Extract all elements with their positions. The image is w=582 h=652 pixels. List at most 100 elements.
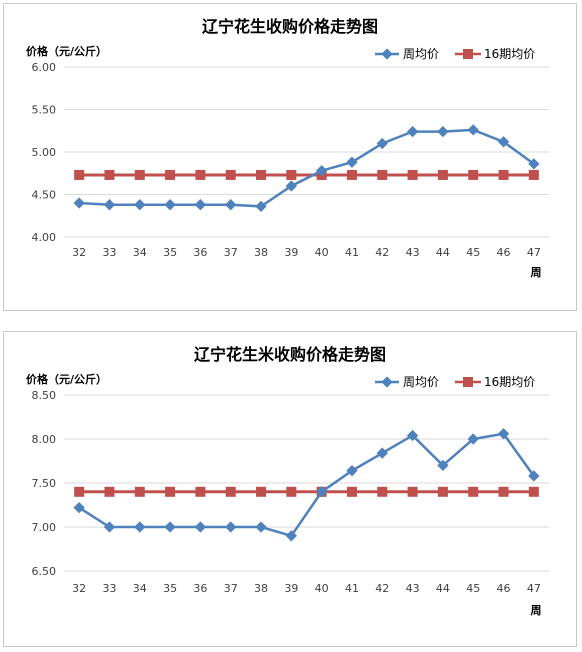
x-tick-label: 33 — [102, 582, 116, 595]
legend-avg16-marker — [463, 49, 473, 59]
data-point-weekly — [194, 521, 207, 533]
x-tick-label: 37 — [224, 582, 238, 595]
data-point-weekly — [346, 465, 358, 477]
chart-title: 辽宁花生收购价格走势图 — [202, 17, 378, 36]
data-point-avg16 — [286, 169, 297, 180]
data-point-weekly — [134, 199, 146, 211]
data-point-avg16 — [165, 169, 176, 180]
y-tick-label: 6.50 — [32, 565, 57, 578]
series-line-weekly — [79, 128, 535, 208]
y-axis-label: 价格（元/公斤） — [26, 372, 107, 386]
x-tick-label: 40 — [315, 582, 329, 595]
x-axis-unit-label: 周 — [531, 604, 542, 617]
legend-avg16-marker — [463, 377, 473, 387]
x-tick-label: 46 — [497, 246, 511, 259]
data-point-weekly — [315, 165, 328, 177]
data-point-weekly — [528, 470, 540, 482]
data-point-avg16 — [407, 486, 418, 497]
y-axis-label: 价格（元/公斤） — [26, 44, 107, 58]
data-point-weekly — [406, 125, 419, 138]
x-tick-label: 46 — [497, 582, 511, 595]
x-tick-label: 32 — [72, 582, 86, 595]
x-tick-label: 47 — [527, 582, 541, 595]
data-point-weekly — [73, 197, 85, 209]
x-tick-label: 47 — [527, 246, 541, 259]
x-tick-label: 39 — [284, 582, 298, 595]
x-tick-label: 38 — [254, 582, 268, 595]
legend-avg16-label: 16期均价 — [484, 375, 535, 389]
x-tick-label: 36 — [193, 582, 207, 595]
x-tick-label: 38 — [254, 246, 268, 259]
x-tick-label: 42 — [375, 582, 389, 595]
x-tick-label: 33 — [102, 246, 116, 259]
data-point-avg16 — [195, 486, 206, 497]
data-point-weekly — [225, 199, 237, 211]
data-point-avg16 — [74, 169, 85, 180]
y-tick-label: 7.50 — [32, 477, 57, 490]
data-point-avg16 — [286, 486, 297, 497]
data-point-avg16 — [498, 486, 509, 497]
chart-svg-peanut: 辽宁花生收购价格走势图 价格（元/公斤） 周 周均价 16期均价 4.00 4.5… — [26, 17, 549, 279]
x-tick-label: 44 — [436, 246, 450, 259]
data-point-avg16 — [377, 486, 388, 497]
y-tick-label: 6.00 — [32, 61, 57, 74]
data-point-weekly — [376, 137, 388, 150]
data-point-weekly — [164, 199, 176, 211]
data-point-avg16 — [468, 169, 479, 180]
y-tick-label: 5.00 — [32, 146, 57, 159]
x-tick-label: 39 — [284, 246, 298, 259]
data-point-weekly — [225, 521, 237, 533]
data-point-weekly — [164, 521, 176, 533]
y-tick-label: 7.00 — [32, 521, 57, 534]
data-point-weekly — [437, 125, 449, 138]
data-point-avg16 — [225, 486, 236, 497]
data-point-weekly — [346, 156, 358, 168]
x-axis-unit-label: 周 — [531, 266, 542, 279]
x-tick-label: 41 — [345, 582, 359, 595]
data-point-weekly — [376, 447, 388, 459]
x-tick-label: 44 — [436, 582, 450, 595]
data-point-avg16 — [256, 486, 267, 497]
data-point-avg16 — [104, 169, 115, 180]
data-point-avg16 — [407, 169, 418, 180]
data-point-avg16 — [528, 486, 539, 497]
data-point-weekly — [437, 459, 449, 472]
data-point-avg16 — [437, 486, 448, 497]
chart-panel-peanut-kernel: 辽宁花生米收购价格走势图 价格（元/公斤） 周 周均价 16期均价 6.50 7.… — [3, 331, 577, 647]
x-tick-label: 41 — [345, 246, 359, 259]
data-point-avg16 — [256, 169, 267, 180]
data-point-weekly — [194, 199, 207, 211]
data-point-avg16 — [528, 169, 539, 180]
plot-area: 4.00 4.50 5.00 5.50 6.00 32 33 34 35 36 37 38 39 40 41… — [32, 61, 549, 259]
data-point-weekly — [497, 136, 510, 148]
chart-title: 辽宁花生米收购价格走势图 — [194, 345, 386, 364]
data-point-avg16 — [346, 169, 357, 180]
data-point-weekly — [315, 486, 328, 498]
series-line-weekly — [78, 432, 535, 538]
data-point-weekly — [255, 521, 267, 533]
data-point-avg16 — [195, 169, 206, 180]
legend-weekly-label: 周均价 — [403, 375, 439, 389]
plot-area: 6.50 7.00 7.50 8.00 8.50 32 33 34 35 36 37 38 39 40 41… — [32, 389, 549, 595]
x-tick-label: 36 — [193, 246, 207, 259]
data-point-avg16 — [498, 169, 509, 180]
chart-panel-peanut: 辽宁花生收购价格走势图 价格（元/公斤） 周 周均价 16期均价 4.00 4.5… — [3, 3, 577, 311]
x-tick-label: 45 — [466, 582, 480, 595]
y-tick-label: 8.00 — [32, 433, 57, 446]
data-point-avg16 — [346, 486, 357, 497]
y-tick-label: 5.50 — [32, 104, 57, 117]
data-point-avg16 — [165, 486, 176, 497]
x-tick-label: 32 — [72, 246, 86, 259]
data-point-weekly — [103, 199, 116, 211]
y-tick-label: 8.50 — [32, 389, 57, 402]
data-point-avg16 — [134, 486, 145, 497]
data-point-weekly — [255, 200, 267, 213]
data-point-weekly — [285, 180, 298, 192]
x-tick-label: 43 — [406, 582, 420, 595]
data-point-avg16 — [225, 169, 236, 180]
chart-svg-peanut-kernel: 辽宁花生米收购价格走势图 价格（元/公斤） 周 周均价 16期均价 6.50 7.… — [26, 345, 549, 617]
x-tick-label: 35 — [163, 582, 177, 595]
data-point-avg16 — [104, 486, 115, 497]
y-tick-label: 4.50 — [32, 189, 57, 202]
x-tick-label: 37 — [224, 246, 238, 259]
